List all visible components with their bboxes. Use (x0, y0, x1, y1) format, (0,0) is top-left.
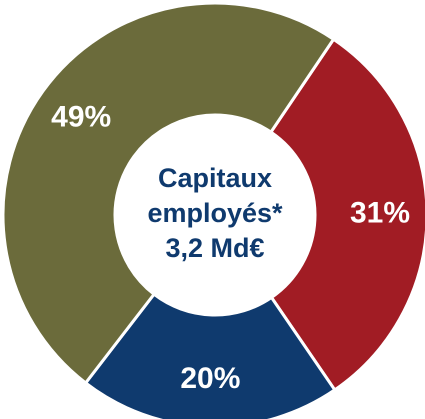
value-label: 20% (180, 362, 240, 395)
donut-segment (268, 37, 425, 393)
center-label: Capitaux (158, 163, 272, 193)
donut-segment (83, 292, 337, 419)
center-label: 3,2 Md€ (165, 233, 264, 263)
center-label: employés* (147, 198, 283, 228)
value-label: 49% (51, 100, 111, 133)
value-label: 31% (350, 196, 410, 229)
donut-segment (1, 1, 336, 386)
